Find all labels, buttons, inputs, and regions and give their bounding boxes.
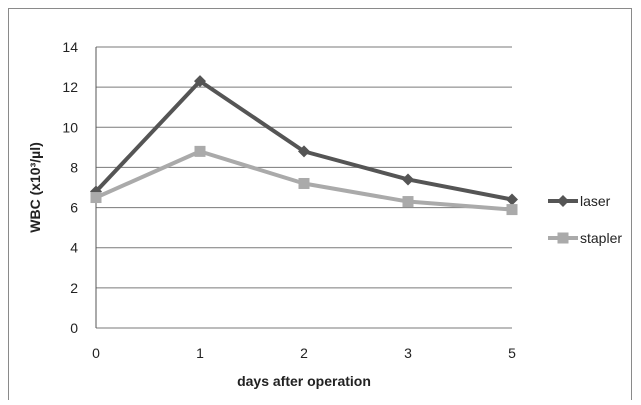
y-tick-label: 12 [62,79,78,95]
x-tick-label: 0 [92,345,100,361]
legend-label: laser [580,193,611,209]
data-point [402,196,414,208]
legend-item-stapler: stapler [548,230,622,246]
data-point [298,145,310,158]
y-tick-label: 0 [70,320,78,336]
data-point [506,193,518,206]
data-point [194,75,206,88]
y-tick-labels: 0 2 4 6 8 10 12 14 [62,39,78,336]
data-point [506,204,518,216]
y-tick-label: 10 [62,119,78,135]
y-tick-label: 4 [70,240,78,256]
legend-marker [557,195,569,207]
data-point [298,177,310,189]
legend-item-laser: laser [548,193,611,209]
x-tick-label: 3 [404,345,412,361]
x-tick-label: 5 [508,345,516,361]
legend: laser stapler [548,193,622,246]
chart-frame [8,8,632,400]
x-tick-label: 2 [300,345,308,361]
x-tick-labels: 0 1 2 3 5 [92,345,516,361]
y-tick-label: 14 [62,39,78,55]
series-stapler [90,145,518,216]
y-axis-title: WBC (x10³/µl) [27,142,43,233]
data-point [194,145,206,157]
y-tick-label: 6 [70,200,78,216]
y-tick-label: 8 [70,159,78,175]
x-axis-title: days after operation [237,373,371,389]
data-point [402,173,414,186]
y-tick-label: 2 [70,280,78,296]
legend-marker [557,232,569,244]
x-tick-label: 1 [196,345,204,361]
data-point [90,192,102,204]
series-group [90,75,518,216]
legend-label: stapler [580,230,622,246]
